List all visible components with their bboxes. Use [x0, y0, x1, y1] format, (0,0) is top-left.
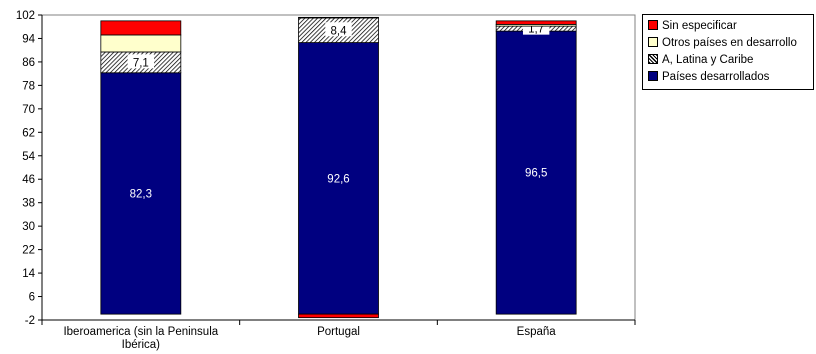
y-tick-label: 94	[22, 33, 35, 45]
data-label-bg	[127, 54, 155, 69]
x-tick-label: Ibérica)	[122, 339, 161, 351]
bar-segment	[495, 20, 577, 25]
data-label: 8,4	[331, 25, 348, 37]
y-tick-label: 78	[22, 80, 35, 92]
x-tick-label: España	[517, 326, 557, 338]
legend-item-sin-especificar: Sin especificar	[648, 19, 737, 33]
bar-segment	[495, 30, 577, 315]
y-tick-label: 102	[16, 10, 35, 22]
y-tick-label: 70	[22, 104, 35, 116]
bar-segment	[100, 72, 182, 315]
legend-label: A, Latina y Caribe	[662, 54, 754, 66]
y-tick-label: 30	[22, 221, 35, 233]
bar-segment	[100, 34, 182, 53]
bar-segment	[298, 42, 379, 315]
legend-label: Otros países en desarrollo	[662, 37, 797, 49]
y-tick-label: 14	[22, 268, 35, 280]
data-label-bg	[325, 22, 352, 37]
legend-swatch-hatch	[648, 53, 658, 64]
data-label: 82,3	[130, 188, 152, 200]
data-label: 92,6	[327, 173, 349, 185]
plot-area: 102 94 86 78 70 62 54 46 38 30 22 14 6 -2 82,3 7,1 Ibero…	[16, 10, 636, 351]
x-tick-label: Iberoamerica (sin la Peninsula	[63, 326, 218, 338]
y-tick-label: 38	[22, 198, 35, 210]
y-tick-label: 62	[22, 127, 35, 139]
bar-segment	[100, 20, 182, 36]
y-tick-label: 6	[29, 292, 35, 304]
legend-item-a-latina-caribe: A, Latina y Caribe	[648, 53, 753, 67]
legend-swatch-cream	[648, 36, 658, 47]
y-tick-label: -2	[25, 315, 35, 327]
y-tick-label: 46	[22, 174, 35, 186]
y-tick-label: 86	[22, 57, 35, 69]
data-label: 96,5	[525, 168, 547, 180]
bar-segment	[298, 16, 379, 19]
legend-swatch-navy	[648, 70, 658, 81]
legend-item-paises-desarrollados: Países desarrollados	[648, 70, 769, 84]
legend-item-otros-paises: Otros países en desarrollo	[648, 36, 797, 50]
legend-swatch-red	[648, 19, 658, 30]
legend-label: Países desarrollados	[662, 71, 770, 83]
bar-segment	[298, 17, 379, 43]
data-label: 7,1	[133, 57, 149, 69]
data-label: 1,7	[528, 24, 544, 36]
x-tick-label: Portugal	[317, 326, 360, 338]
y-tick-label: 54	[22, 151, 35, 163]
legend: Sin especificar Otros países en desarrol…	[642, 14, 814, 90]
legend-label: Sin especificar	[662, 20, 737, 32]
bar-segment	[298, 313, 379, 319]
y-tick-label: 22	[22, 245, 35, 257]
